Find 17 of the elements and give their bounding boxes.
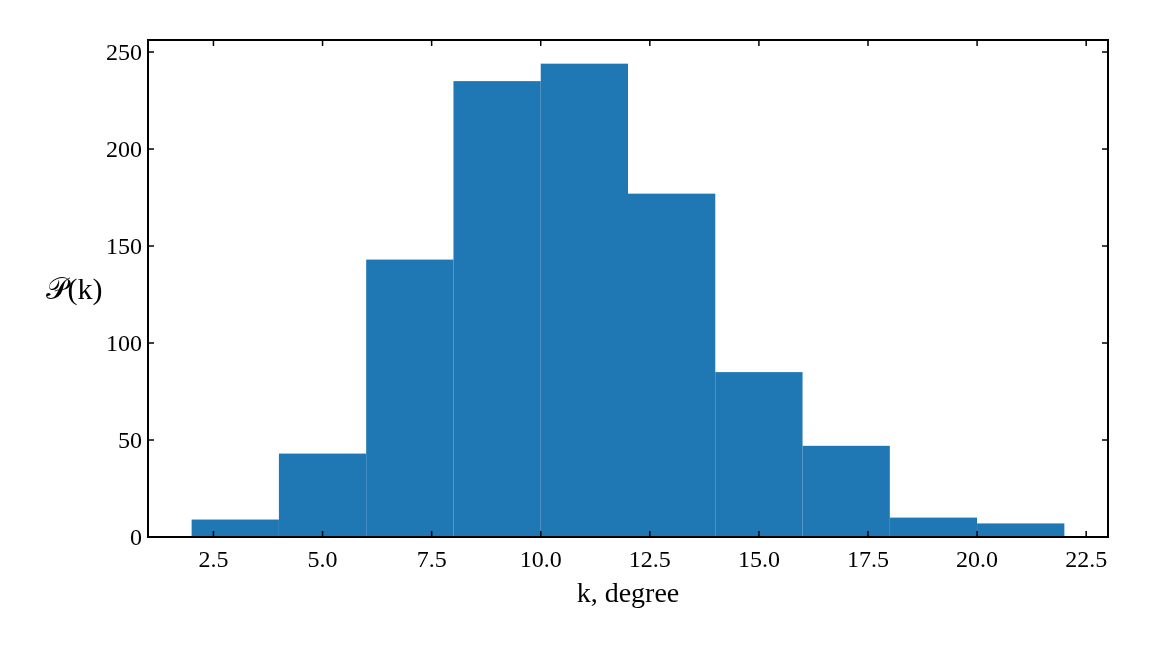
- x-tick-label: 10.0: [519, 546, 562, 572]
- y-tick-label: 0: [130, 524, 142, 551]
- x-tick-label: 15.0: [737, 546, 780, 572]
- x-tick-label: 7.5: [416, 546, 447, 572]
- y-tick-label: 250: [106, 39, 142, 66]
- x-tick-label: 5.0: [307, 546, 338, 572]
- y-tick-label: 150: [106, 233, 142, 260]
- y-tick-label: 100: [106, 330, 142, 357]
- x-axis-title: k, degree: [576, 577, 680, 608]
- y-tick-label: 200: [106, 136, 142, 163]
- x-tick-label: 20.0: [956, 546, 999, 572]
- y-axis-title: 𝒫(k): [45, 272, 103, 306]
- x-tick-label: 17.5: [847, 546, 889, 572]
- y-tick-label: 50: [118, 427, 142, 454]
- x-tick-label: 2.5: [198, 546, 229, 572]
- x-tick-label: 22.5: [1065, 546, 1108, 572]
- x-tick-label: 12.5: [628, 546, 671, 572]
